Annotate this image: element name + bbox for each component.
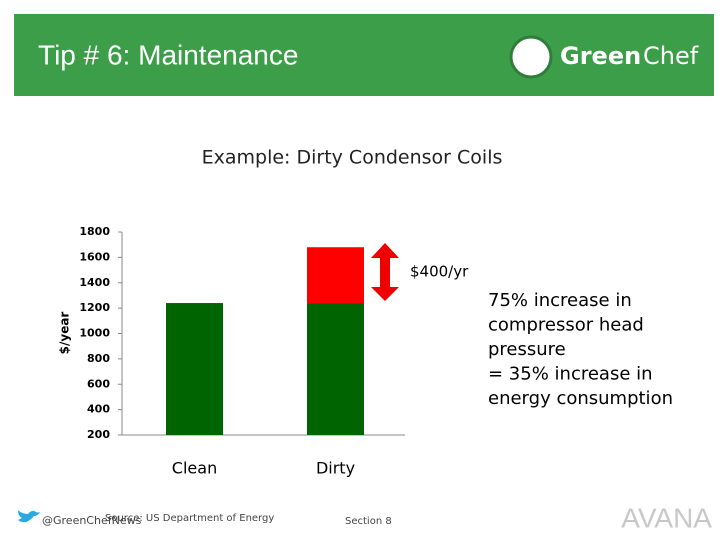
logo-text: Green (560, 42, 641, 70)
note-line: compressor head (488, 315, 644, 336)
bar (307, 303, 364, 435)
logo-icon (509, 35, 553, 79)
slide-title: Tip # 6: Maintenance (38, 39, 298, 70)
brand: AVANA (621, 502, 712, 533)
twitter-icon (18, 510, 40, 523)
y-tick-label: 1000 (79, 327, 110, 340)
y-tick-label: 1600 (79, 250, 110, 263)
y-tick-label: 400 (87, 403, 110, 416)
source: Source: US Department of Energy (105, 513, 274, 524)
y-tick-label: 1400 (79, 276, 110, 289)
note: 75% increase in compressor head pressure = … (488, 290, 673, 409)
note-line: energy consumption (488, 388, 673, 409)
logo-text: Chef (643, 42, 699, 70)
arrow (371, 243, 399, 301)
note-line: 75% increase in (488, 290, 632, 311)
handle: @GreenChefNews (42, 514, 142, 527)
y-tick-label: 600 (87, 377, 110, 390)
bar (166, 303, 223, 435)
chart-title: Example: Dirty Condensor Coils (202, 147, 503, 169)
note-line: = 35% increase in (488, 364, 653, 385)
bar (307, 247, 364, 304)
y-tick-label: 200 (87, 428, 110, 441)
x-tick-label: Dirty (316, 459, 355, 478)
note-line: pressure (488, 339, 566, 360)
annotation: $400/yr (410, 263, 469, 281)
y-tick-label: 800 (87, 352, 110, 365)
section: Section 8 (345, 516, 392, 527)
y-tick-label: 1200 (79, 301, 110, 314)
y-tick-label: 1800 (79, 225, 110, 238)
header-band (14, 14, 714, 96)
y-axis-label: $/year (58, 312, 72, 355)
x-tick-label: Clean (172, 459, 217, 478)
